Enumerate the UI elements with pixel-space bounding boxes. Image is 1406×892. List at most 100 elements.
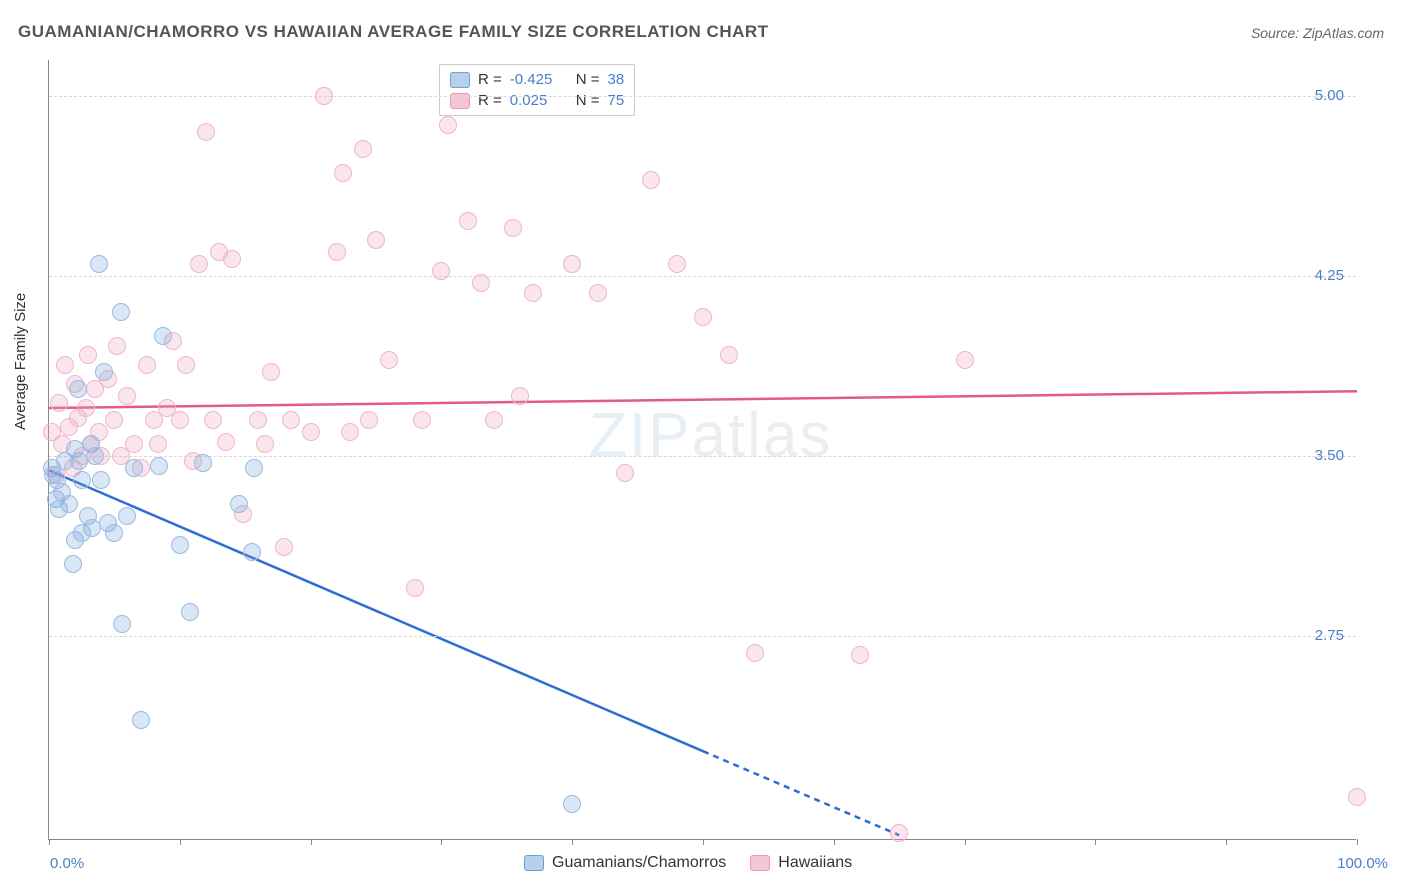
data-point [171,536,189,554]
data-point [315,87,333,105]
data-point [275,538,293,556]
data-point [73,471,91,489]
data-point [563,795,581,813]
data-point [125,435,143,453]
data-point [181,603,199,621]
y-tick-label: 2.75 [1315,627,1344,644]
x-tick [572,839,573,845]
legend-item-guamanian: Guamanians/Chamorros [524,854,726,872]
data-point [439,116,457,134]
data-point [472,274,490,292]
y-tick-label: 5.00 [1315,87,1344,104]
data-point [746,644,764,662]
data-point [204,411,222,429]
data-point [86,447,104,465]
data-point [380,351,398,369]
x-tick [1226,839,1227,845]
data-point [328,243,346,261]
x-tick [49,839,50,845]
data-point [60,495,78,513]
data-point [197,123,215,141]
trend-lines-svg [49,60,1357,840]
x-tick [441,839,442,845]
x-axis-min-label: 0.0% [50,855,84,872]
data-point [524,284,542,302]
data-point [56,356,74,374]
data-point [563,255,581,273]
data-point [105,411,123,429]
data-point [511,387,529,405]
data-point [485,411,503,429]
data-point [118,507,136,525]
data-point [302,423,320,441]
y-axis-label: Average Family Size [12,293,29,430]
data-point [245,459,263,477]
data-point [217,433,235,451]
data-point [694,308,712,326]
gridline-h [49,96,1356,97]
x-tick [311,839,312,845]
trend-line [703,751,899,835]
data-point [360,411,378,429]
data-point [243,543,261,561]
data-point [194,454,212,472]
data-point [223,250,241,268]
data-point [459,212,477,230]
series-legend: Guamanians/Chamorros Hawaiians [524,854,852,872]
data-point [177,356,195,374]
data-point [171,411,189,429]
data-point [190,255,208,273]
x-tick [180,839,181,845]
source-prefix: Source: [1251,25,1303,41]
data-point [367,231,385,249]
source-attribution: Source: ZipAtlas.com [1251,25,1384,41]
data-point [413,411,431,429]
x-tick [1095,839,1096,845]
data-point [720,346,738,364]
swatch-guamanian-icon [524,855,544,871]
y-tick-label: 4.25 [1315,267,1344,284]
data-point [95,363,113,381]
source-name: ZipAtlas.com [1303,25,1384,41]
data-point [90,255,108,273]
data-point [149,435,167,453]
x-tick [965,839,966,845]
data-point [92,471,110,489]
data-point [334,164,352,182]
data-point [64,555,82,573]
data-point [108,337,126,355]
trend-line [49,470,703,751]
x-tick [1357,839,1358,845]
legend-item-hawaiian: Hawaiians [750,854,852,872]
data-point [230,495,248,513]
data-point [406,579,424,597]
data-point [354,140,372,158]
legend-label-guamanian: Guamanians/Chamorros [552,854,726,872]
data-point [105,524,123,542]
gridline-h [49,636,1356,637]
data-point [668,255,686,273]
data-point [341,423,359,441]
chart-title: GUAMANIAN/CHAMORRO VS HAWAIIAN AVERAGE F… [18,22,769,42]
x-tick [834,839,835,845]
data-point [256,435,274,453]
gridline-h [49,276,1356,277]
y-tick-label: 3.50 [1315,447,1344,464]
swatch-hawaiian-icon [750,855,770,871]
data-point [616,464,634,482]
data-point [282,411,300,429]
x-tick [703,839,704,845]
data-point [249,411,267,429]
data-point [589,284,607,302]
data-point [642,171,660,189]
data-point [112,303,130,321]
data-point [79,346,97,364]
data-point [132,711,150,729]
data-point [138,356,156,374]
data-point [262,363,280,381]
data-point [956,351,974,369]
data-point [77,399,95,417]
data-point [118,387,136,405]
data-point [150,457,168,475]
data-point [890,824,908,842]
